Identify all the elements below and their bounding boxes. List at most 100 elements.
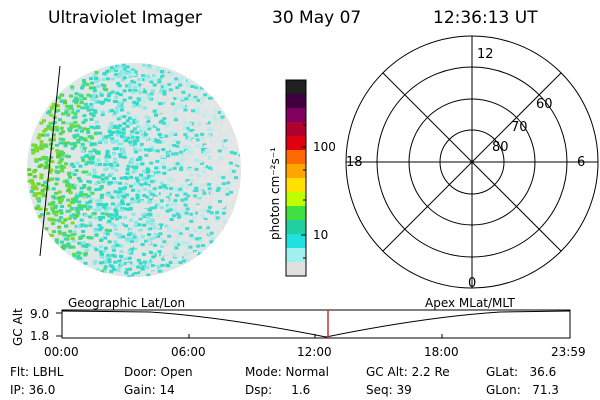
uv-pixel	[179, 150, 184, 154]
uv-pixel	[207, 182, 212, 186]
uv-pixel	[186, 212, 191, 216]
uv-pixel	[61, 138, 66, 142]
uv-pixel	[216, 209, 221, 213]
uv-pixel	[109, 121, 114, 125]
uv-pixel	[151, 258, 156, 262]
uv-pixel	[239, 163, 241, 167]
uv-pixel	[77, 241, 82, 245]
uv-pixel	[172, 144, 177, 147]
uv-pixel	[153, 92, 158, 96]
uv-pixel	[136, 125, 141, 128]
uv-pixel	[144, 79, 148, 83]
uv-pixel	[79, 145, 84, 149]
uv-pixel	[188, 230, 193, 234]
uv-pixel	[109, 66, 114, 70]
uv-pixel	[51, 195, 56, 199]
uv-pixel	[67, 183, 72, 187]
uv-pixel	[88, 223, 93, 227]
uv-pixel	[84, 245, 89, 248]
uv-pixel	[69, 171, 74, 175]
uv-pixel	[165, 97, 169, 101]
uv-pixel	[197, 211, 202, 215]
uv-pixel	[42, 119, 46, 123]
uv-pixel	[158, 232, 163, 236]
uv-pixel	[39, 140, 44, 144]
uv-pixel	[212, 156, 217, 160]
uv-pixel	[122, 76, 127, 80]
uv-pixel	[239, 153, 241, 157]
uv-pixel	[122, 207, 127, 211]
uv-pixel	[142, 90, 147, 94]
time-label: 12:36:13 UT	[433, 8, 538, 28]
uv-pixel	[124, 271, 129, 275]
uv-pixel	[125, 65, 130, 69]
uv-pixel	[118, 74, 123, 78]
uv-pixel	[219, 209, 224, 213]
uv-pixel	[122, 98, 127, 102]
uv-pixel	[191, 100, 196, 104]
uv-pixel	[231, 189, 236, 193]
colorbar-unit-label: photon cm⁻²s⁻¹	[268, 147, 282, 240]
uv-pixel	[100, 177, 105, 181]
uv-pixel	[68, 109, 73, 113]
uv-pixel	[143, 182, 148, 186]
uv-pixel	[98, 261, 103, 265]
uv-pixel	[54, 125, 59, 129]
uv-pixel	[227, 123, 232, 127]
uv-pixel	[148, 208, 152, 212]
uv-pixel	[52, 218, 57, 222]
uv-pixel	[161, 257, 166, 261]
uv-pixel	[36, 191, 41, 195]
uv-pixel	[136, 97, 141, 101]
uv-pixel	[114, 68, 119, 72]
uv-pixel	[146, 201, 151, 204]
uv-pixel	[135, 131, 140, 135]
uv-pixel	[111, 140, 116, 144]
uv-pixel	[178, 83, 183, 87]
uv-pixel	[137, 78, 142, 82]
uv-pixel	[209, 110, 214, 114]
uv-pixel	[178, 187, 183, 191]
uv-pixel	[96, 126, 101, 129]
uv-pixel	[183, 240, 187, 244]
uv-pixel	[224, 114, 229, 118]
uv-pixel	[76, 256, 81, 260]
uv-pixel	[133, 224, 138, 228]
uv-pixel	[50, 105, 55, 109]
uv-pixel	[88, 152, 93, 156]
uv-pixel	[79, 186, 84, 190]
uv-pixel	[199, 201, 203, 205]
uv-pixel	[194, 85, 199, 89]
uv-pixel	[37, 133, 42, 137]
uv-pixel	[196, 252, 201, 256]
uv-pixel	[232, 209, 236, 213]
uv-pixel	[215, 214, 220, 218]
uv-pixel	[56, 170, 61, 174]
uv-pixel	[169, 218, 174, 221]
uv-pixel	[209, 240, 214, 244]
uv-pixel	[218, 163, 222, 166]
uv-pixel	[70, 110, 75, 114]
uv-pixel	[136, 181, 141, 184]
uv-pixel	[149, 177, 153, 180]
uv-pixel	[74, 169, 79, 172]
colorbar-cell	[286, 206, 306, 221]
uv-pixel	[207, 134, 212, 138]
uv-pixel	[193, 172, 198, 176]
uv-pixel	[92, 212, 97, 215]
uv-pixel	[74, 206, 79, 210]
uv-pixel	[74, 100, 79, 104]
uv-pixel	[113, 190, 118, 194]
uv-pixel	[131, 232, 136, 236]
uv-pixel	[70, 87, 75, 91]
uv-pixel	[193, 226, 198, 230]
uv-pixel	[43, 157, 48, 161]
uv-pixel	[110, 216, 115, 220]
uv-pixel	[183, 203, 188, 207]
uv-pixel	[125, 171, 130, 175]
uv-pixel	[173, 127, 178, 131]
uv-pixel	[94, 182, 99, 186]
colorbar	[285, 79, 307, 277]
uv-pixel	[68, 245, 73, 249]
uv-pixel	[130, 130, 135, 133]
